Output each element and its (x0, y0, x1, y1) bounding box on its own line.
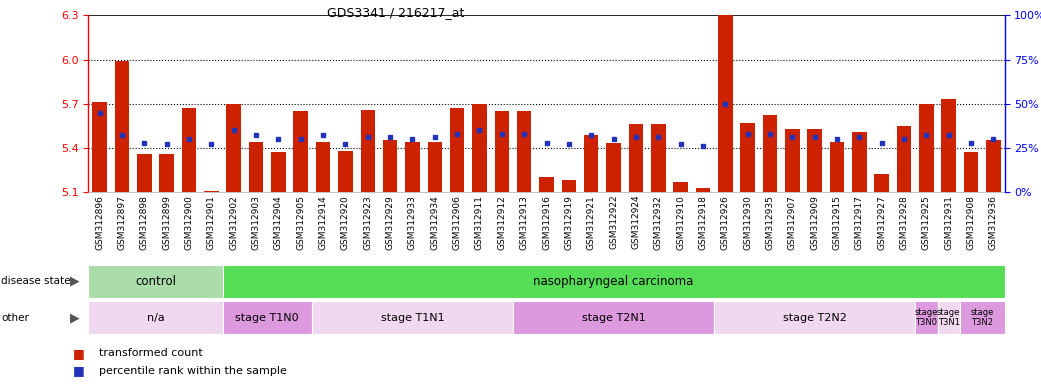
Text: ▶: ▶ (70, 275, 79, 288)
Bar (561, 180, 576, 192)
Bar (405, 142, 420, 192)
Bar (960, 301, 1005, 334)
Bar (450, 108, 464, 192)
Bar (115, 61, 129, 192)
Bar (93, 102, 107, 192)
Bar (223, 265, 1005, 298)
Text: control: control (135, 275, 176, 288)
Text: stage T1N1: stage T1N1 (381, 313, 445, 323)
Bar (986, 141, 1000, 192)
Bar (674, 182, 688, 192)
Bar (539, 177, 554, 192)
Text: stage
T3N1: stage T3N1 (937, 308, 961, 328)
Bar (941, 99, 956, 192)
Bar (718, 0, 733, 192)
Bar (182, 108, 197, 192)
Bar (513, 301, 714, 334)
Bar (830, 142, 844, 192)
Text: stage T2N2: stage T2N2 (783, 313, 846, 323)
Bar (651, 124, 665, 192)
Bar (312, 301, 513, 334)
Bar (740, 123, 755, 192)
Text: stage T2N1: stage T2N1 (582, 313, 645, 323)
Bar (227, 104, 240, 192)
Bar (473, 104, 487, 192)
Bar (606, 143, 620, 192)
Bar (137, 154, 152, 192)
Text: ■: ■ (73, 347, 84, 360)
Bar (294, 111, 308, 192)
Bar (695, 187, 710, 192)
Bar (494, 111, 509, 192)
Text: GDS3341 / 216217_at: GDS3341 / 216217_at (327, 6, 464, 19)
Text: stage T1N0: stage T1N0 (235, 313, 299, 323)
Text: disease state: disease state (1, 276, 71, 286)
Bar (785, 129, 799, 192)
Text: percentile rank within the sample: percentile rank within the sample (99, 366, 286, 376)
Bar (874, 174, 889, 192)
Bar (517, 111, 532, 192)
Text: ▶: ▶ (70, 311, 79, 324)
Bar (584, 134, 599, 192)
Bar (315, 142, 330, 192)
Bar (88, 265, 223, 298)
Text: transformed count: transformed count (99, 348, 203, 358)
Text: stage
T3N2: stage T3N2 (970, 308, 994, 328)
Text: stage
T3N0: stage T3N0 (915, 308, 938, 328)
Bar (338, 151, 353, 192)
Bar (223, 301, 312, 334)
Bar (964, 152, 979, 192)
Bar (919, 104, 934, 192)
Bar (360, 109, 375, 192)
Bar (204, 190, 219, 192)
Bar (629, 124, 643, 192)
Bar (159, 154, 174, 192)
Text: n/a: n/a (147, 313, 164, 323)
Bar (915, 301, 938, 334)
Bar (938, 301, 960, 334)
Text: other: other (1, 313, 29, 323)
Bar (383, 141, 398, 192)
Bar (808, 129, 822, 192)
Bar (763, 116, 778, 192)
Bar (249, 142, 263, 192)
Bar (88, 301, 223, 334)
Bar (271, 152, 285, 192)
Bar (896, 126, 911, 192)
Bar (853, 132, 866, 192)
Text: nasopharyngeal carcinoma: nasopharyngeal carcinoma (533, 275, 693, 288)
Bar (428, 142, 442, 192)
Text: ■: ■ (73, 364, 84, 377)
Bar (714, 301, 915, 334)
